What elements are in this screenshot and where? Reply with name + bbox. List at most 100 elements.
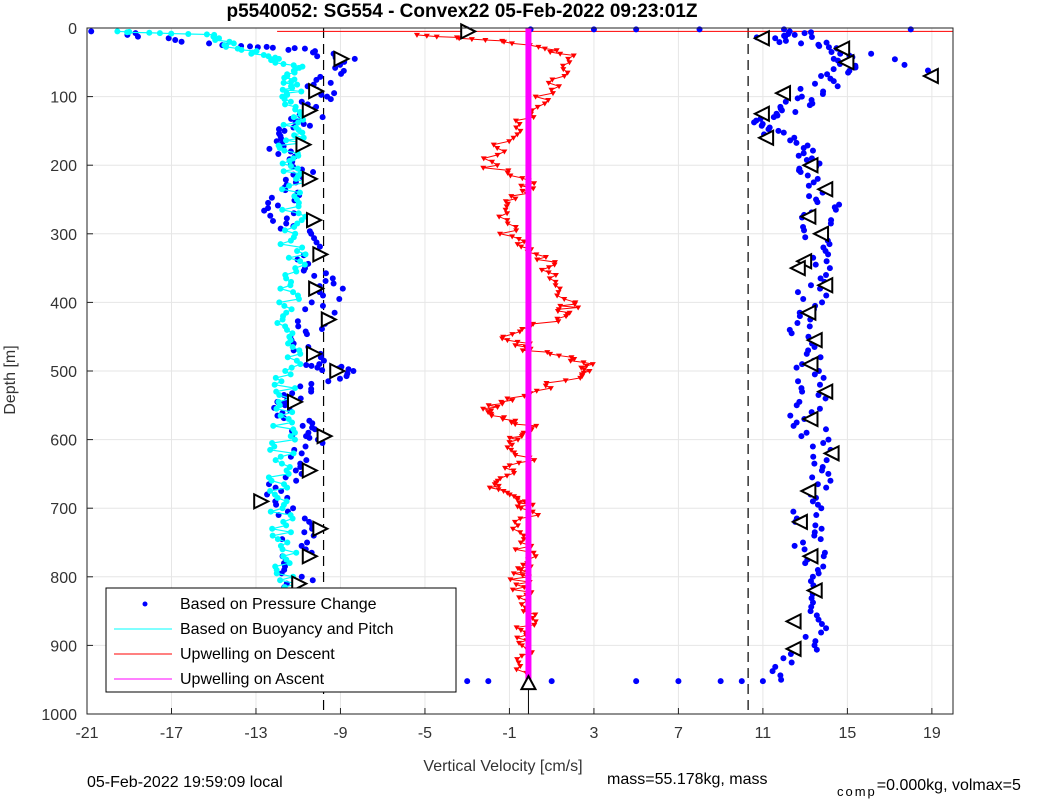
pressure-dot xyxy=(775,127,782,134)
pressure-dot xyxy=(795,378,802,385)
descent-upwelling-marker xyxy=(530,550,537,556)
pressure-dot xyxy=(790,508,797,515)
legend: Based on Pressure Change Based on Buoyan… xyxy=(105,587,457,693)
descent-upwelling-marker xyxy=(549,77,556,83)
descent-upwelling-marker xyxy=(517,663,524,669)
descent-upwelling-marker xyxy=(486,485,493,491)
descent-upwelling-marker xyxy=(566,60,573,66)
descent-triangle-marker xyxy=(253,492,271,510)
pressure-dot xyxy=(793,419,800,426)
descent-upwelling-marker xyxy=(544,350,551,356)
descent-upwelling-marker xyxy=(505,168,512,174)
descent-upwelling-marker xyxy=(530,186,537,192)
pressure-dot xyxy=(816,405,823,412)
descent-upwelling-marker xyxy=(511,519,518,525)
descent-upwelling-marker xyxy=(468,37,475,43)
descent-triangle-marker xyxy=(301,170,320,188)
descent-upwelling-marker xyxy=(511,471,518,477)
pressure-dot xyxy=(868,50,875,57)
descent-upwelling-marker xyxy=(514,497,521,503)
pressure-dot xyxy=(319,302,326,309)
pressure-dot xyxy=(924,67,931,74)
buoyancy-dot xyxy=(294,247,301,254)
buoyancy-dot xyxy=(286,182,293,189)
descent-upwelling-marker xyxy=(551,260,558,266)
descent-upwelling-marker xyxy=(516,122,523,128)
pressure-dot xyxy=(823,292,830,299)
buoyancy-dot xyxy=(260,52,267,59)
pressure-dot-bottom xyxy=(633,678,640,685)
ascent-triangle-marker xyxy=(790,513,808,531)
descent-upwelling-marker xyxy=(504,473,511,479)
buoyancy-dot xyxy=(293,175,300,182)
descent-upwelling-marker xyxy=(514,242,521,248)
buoyancy-dot xyxy=(185,31,192,38)
buoyancy-dot xyxy=(291,223,298,230)
descent-upwelling-marker xyxy=(519,326,526,332)
descent-upwelling-marker xyxy=(519,176,526,182)
pressure-dot xyxy=(206,40,213,47)
pressure-dot xyxy=(336,295,343,302)
bottom-black-triangle xyxy=(519,674,538,691)
pressure-dot xyxy=(313,239,320,246)
descent-upwelling-marker xyxy=(504,221,511,227)
buoyancy-dot xyxy=(283,522,290,529)
pressure-dot xyxy=(339,285,346,292)
descent-upwelling-marker xyxy=(489,159,496,165)
descent-upwelling-marker xyxy=(514,523,521,529)
buoyancy-dot xyxy=(291,385,298,392)
descent-triangle-marker xyxy=(306,211,324,229)
pressure-dot xyxy=(820,88,827,95)
descent-upwelling-marker xyxy=(518,602,525,608)
pressure-dot-bottom xyxy=(548,678,555,685)
buoyancy-dot xyxy=(276,392,283,399)
buoyancy-dot xyxy=(277,577,284,584)
descent-upwelling-marker xyxy=(513,125,520,131)
buoyancy-dot xyxy=(300,134,307,141)
pressure-dot xyxy=(268,194,275,201)
buoyancy-dot xyxy=(156,30,163,37)
descent-upwelling-marker xyxy=(518,244,525,250)
buoyancy-dot xyxy=(282,368,289,374)
descent-upwelling-marker xyxy=(531,622,538,628)
pressure-dot xyxy=(803,157,810,164)
descent-upwelling-marker xyxy=(507,577,514,583)
buoyancy-dot xyxy=(269,532,276,539)
descent-upwelling-marker xyxy=(504,211,511,217)
buoyancy-dot xyxy=(289,343,296,350)
pressure-dot-surface xyxy=(781,26,788,33)
descent-upwelling-marker xyxy=(547,50,554,56)
pressure-dot xyxy=(800,295,807,302)
pressure-dot xyxy=(807,282,814,289)
descent-upwelling-marker xyxy=(517,516,524,522)
pressure-dot xyxy=(891,56,898,63)
buoyancy-dot xyxy=(146,29,153,36)
pressure-dot xyxy=(319,367,326,374)
buoyancy-dot xyxy=(269,525,276,532)
buoyancy-dot xyxy=(295,295,302,302)
descent-upwelling-marker xyxy=(532,619,539,625)
descent-upwelling-marker xyxy=(511,494,518,500)
buoyancy-dot xyxy=(267,446,274,453)
descent-triangle-marker xyxy=(308,82,326,100)
descent-upwelling-marker xyxy=(530,321,537,327)
pressure-dot xyxy=(309,577,316,584)
pressure-dot xyxy=(304,539,311,546)
x-tick-label: 11 xyxy=(755,725,772,742)
buoyancy-dot xyxy=(278,378,285,385)
pressure-dot xyxy=(766,124,773,131)
descent-upwelling-marker xyxy=(518,434,525,440)
pressure-dot xyxy=(309,49,316,56)
pressure-dot xyxy=(816,381,823,388)
pressure-dot xyxy=(817,536,824,543)
pressure-dot xyxy=(274,202,281,209)
pressure-dot xyxy=(759,121,766,128)
descent-upwelling-marker xyxy=(562,378,569,384)
descent-upwelling-marker xyxy=(531,181,538,187)
y-tick-label: 200 xyxy=(50,158,77,175)
pressure-dot-bottom xyxy=(675,678,682,685)
descent-upwelling-marker xyxy=(575,305,582,311)
y-tick-label: 1000 xyxy=(41,707,77,724)
pressure-dot xyxy=(309,420,316,427)
legend-box xyxy=(105,587,457,693)
